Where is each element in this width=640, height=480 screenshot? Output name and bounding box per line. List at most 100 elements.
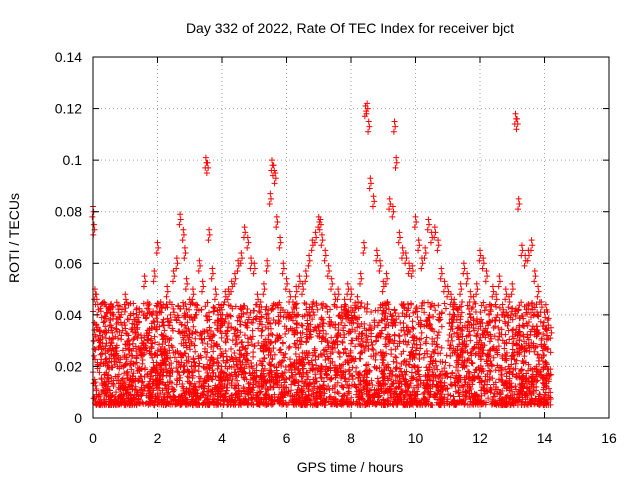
baseline-point (249, 319, 256, 326)
baseline-point (370, 346, 377, 353)
baseline-point (276, 377, 283, 384)
baseline-point (466, 311, 473, 318)
baseline-point (363, 361, 370, 368)
data-point (502, 286, 509, 293)
data-point (467, 288, 474, 295)
data-point (393, 154, 400, 161)
baseline-point (170, 397, 177, 404)
baseline-point (280, 313, 287, 320)
baseline-point (496, 364, 503, 371)
baseline-point (203, 354, 210, 361)
baseline-point (320, 327, 327, 334)
baseline-point (166, 362, 173, 369)
baseline-point (547, 395, 554, 402)
baseline-point (513, 357, 520, 364)
baseline-point (176, 377, 183, 384)
baseline-point (438, 344, 445, 351)
data-point (482, 278, 489, 285)
data-point (412, 213, 419, 220)
data-point (242, 229, 249, 236)
data-point (248, 255, 255, 262)
baseline-point (149, 391, 156, 398)
baseline-point (463, 333, 470, 340)
baseline-point (361, 304, 368, 311)
baseline-point (319, 323, 326, 330)
baseline-point (348, 399, 355, 406)
baseline-point (133, 306, 140, 313)
baseline-point (181, 322, 188, 329)
baseline-point (456, 336, 463, 343)
data-point (374, 252, 381, 259)
baseline-point (204, 299, 211, 306)
baseline-point (541, 341, 548, 348)
baseline-point (371, 323, 378, 330)
baseline-point (492, 367, 499, 374)
baseline-point (261, 355, 268, 362)
baseline-point (332, 372, 339, 379)
baseline-point (502, 366, 509, 373)
baseline-point (439, 383, 446, 390)
data-point (180, 231, 187, 238)
baseline-point (91, 346, 98, 353)
baseline-point (439, 375, 446, 382)
baseline-point (294, 312, 301, 319)
data-point (514, 115, 521, 122)
baseline-point (215, 372, 222, 379)
baseline-point (418, 335, 425, 342)
baseline-point (362, 343, 369, 350)
data-point (335, 286, 342, 293)
baseline-point (287, 387, 294, 394)
baseline-point (90, 380, 97, 387)
baseline-point (125, 346, 132, 353)
data-point (319, 237, 326, 244)
baseline-point (423, 318, 430, 325)
baseline-point (328, 375, 335, 382)
baseline-point (173, 365, 180, 372)
baseline-point (301, 299, 308, 306)
data-point (463, 280, 470, 287)
data-point (293, 288, 300, 295)
baseline-point (371, 317, 378, 324)
data-point (361, 244, 368, 251)
baseline-point (163, 372, 170, 379)
baseline-point (176, 393, 183, 400)
baseline-point (431, 350, 438, 357)
baseline-point (405, 384, 412, 391)
data-point (403, 255, 410, 262)
baseline-point (138, 379, 145, 386)
baseline-point (168, 342, 175, 349)
data-point (392, 164, 399, 171)
baseline-point (306, 359, 313, 366)
baseline-point (516, 396, 523, 403)
baseline-point (203, 327, 210, 334)
baseline-point (187, 380, 194, 387)
data-point (427, 239, 434, 246)
baseline-point (387, 383, 394, 390)
baseline-point (407, 392, 414, 399)
baseline-point (319, 305, 326, 312)
baseline-point (447, 392, 454, 399)
data-point (326, 268, 333, 275)
baseline-point (160, 335, 167, 342)
data-point (150, 278, 157, 285)
data-point (535, 288, 542, 295)
baseline-point (458, 303, 465, 310)
baseline-point (335, 326, 342, 333)
x-tick-label: 8 (347, 430, 355, 446)
baseline-point (115, 394, 122, 401)
baseline-point (180, 299, 187, 306)
baseline-point (320, 347, 327, 354)
baseline-point (478, 378, 485, 385)
baseline-point (543, 384, 550, 391)
baseline-point (356, 369, 363, 376)
baseline-point (518, 366, 525, 373)
baseline-point (115, 384, 122, 391)
data-point (179, 237, 186, 244)
baseline-point (238, 339, 245, 346)
baseline-point (224, 336, 231, 343)
baseline-point (152, 339, 159, 346)
data-point (287, 293, 294, 300)
baseline-point (425, 314, 432, 321)
baseline-point (267, 362, 274, 369)
data-point (206, 226, 213, 233)
